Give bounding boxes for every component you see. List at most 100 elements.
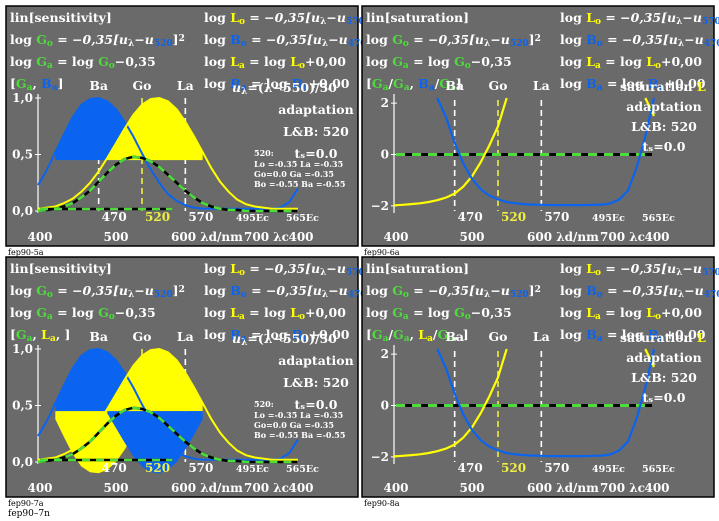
- y-tick-label: 0,0: [12, 455, 33, 469]
- formula-run: −u: [328, 283, 348, 298]
- formula-run: G: [392, 32, 403, 47]
- formula-run: o: [241, 290, 247, 300]
- marker-label-570: 570: [188, 461, 213, 475]
- formula-run: o: [595, 268, 601, 278]
- formula-run: = −0,35[u: [603, 32, 678, 47]
- formula-run: G: [36, 32, 47, 47]
- panel-caption: fep90-8a: [364, 499, 400, 508]
- formula-run: B: [230, 327, 241, 342]
- y-tick-label: 1,0: [12, 91, 33, 105]
- figure-id: fep90–7n: [8, 509, 50, 519]
- peak-label-go: Go: [488, 78, 507, 93]
- formula-run: =(λ−550)/50: [247, 80, 337, 95]
- formula-run: 520: [510, 39, 529, 49]
- formula-run: o: [595, 17, 601, 27]
- panel-1: fep90-5a 0,0 0,5 1,0 lin[sensitivity] log Go …: [5, 5, 379, 257]
- formula-run: L: [646, 305, 655, 320]
- formula-run: log: [10, 305, 36, 320]
- ec-label-565: 565Ec: [642, 464, 675, 475]
- right-formula-1: log Lo = −0,35[uλ−u570]2: [204, 10, 377, 27]
- formula-run: [: [10, 76, 16, 91]
- ec-label-565: 565Ec: [286, 213, 319, 224]
- formula-run: G: [454, 305, 465, 320]
- formula-run: = −0,35[u: [601, 10, 676, 25]
- formula-run: 520: [154, 290, 173, 300]
- formula-run: , ]: [56, 327, 71, 342]
- formula-run: a: [383, 83, 389, 93]
- formula-run: = log: [247, 327, 292, 342]
- adaptation-line-3: tₛ=0.0: [643, 139, 686, 154]
- formula-run: G: [393, 327, 404, 342]
- formula-run: /: [433, 327, 438, 342]
- formula-run: −0,35: [115, 54, 156, 69]
- formula-run: B: [586, 76, 597, 91]
- formula-run: = −0,35[u: [409, 32, 484, 47]
- adaptation-line-1: adaptation: [278, 102, 354, 117]
- formula-run: λ: [320, 17, 326, 27]
- saturation-label: saturation L: [620, 330, 706, 345]
- formula-run: log: [204, 283, 230, 298]
- panel-3: fep90-7a 0,0 0,5 1,0 lin[sensitivity] log Go …: [5, 256, 379, 508]
- formula-run: +0,00: [661, 54, 702, 69]
- formula-run: a: [595, 312, 601, 322]
- series-line-yellow: [393, 97, 655, 207]
- formula-run: log: [10, 54, 36, 69]
- left-formula-1: log Go = −0,35[uλ−u520]2: [366, 283, 541, 300]
- formula-run: a: [448, 334, 454, 344]
- x-label-4: 700 λc: [244, 481, 289, 495]
- peak-label-ba: Ba: [445, 78, 464, 93]
- formula-run: o: [47, 290, 53, 300]
- formula-run: o: [465, 312, 471, 322]
- x-label-5: 400: [644, 481, 669, 495]
- formula-run: G: [392, 305, 403, 320]
- u-formula: uλ=(λ−550)/50: [232, 80, 337, 97]
- formula-run: 520: [510, 290, 529, 300]
- left-formula-1: log Go = −0,35[uλ−u520]2: [10, 32, 185, 49]
- formula-run: B: [418, 76, 429, 91]
- formula-run: L: [230, 54, 239, 69]
- right-formula-3: log La = log Lo+0,00: [204, 54, 346, 71]
- formula-run: saturation: [620, 79, 697, 94]
- formula-run: log: [204, 32, 230, 47]
- formula-run: λ: [128, 39, 134, 49]
- formula-run: ,: [32, 76, 41, 91]
- formula-run: G: [36, 305, 47, 320]
- formula-run: = log: [245, 54, 290, 69]
- formula-run: B: [586, 327, 597, 342]
- panel-background: [361, 5, 715, 247]
- left-formula-3: [Ga/Ga, La/Ga, ]: [366, 327, 469, 344]
- right-formula-1: log Lo = −0,35[uλ−u570]2: [560, 10, 719, 27]
- formula-run: log: [10, 32, 36, 47]
- marker-label-520: 520: [145, 461, 170, 475]
- left-formula-3: [Ga, La, ]: [10, 327, 70, 344]
- formula-run: λ: [241, 87, 247, 97]
- formula-run: L: [586, 261, 595, 276]
- x-label-5: 400: [288, 481, 313, 495]
- series-line-yellow: [37, 347, 298, 461]
- formula-run: a: [241, 83, 247, 93]
- formula-run: B: [41, 76, 52, 91]
- formula-run: λ: [320, 268, 326, 278]
- x-label-5: 400: [644, 230, 669, 244]
- formula-run: +0,00: [665, 327, 706, 342]
- formula-run: = log: [409, 305, 454, 320]
- formula-run: o: [239, 268, 245, 278]
- formula-run: L: [697, 330, 706, 345]
- formula-run: o: [299, 61, 305, 71]
- formula-run: G: [36, 54, 47, 69]
- peak-label-ba: Ba: [445, 329, 464, 344]
- adaptation-line-1: adaptation: [278, 353, 354, 368]
- y-tick-label: 0,0: [12, 204, 33, 218]
- series-line-blue: [37, 96, 299, 210]
- formula-run: = −0,35[u: [247, 283, 322, 298]
- series-line-green: [37, 406, 298, 464]
- formula-run: = log: [601, 305, 646, 320]
- formula-run: λ: [676, 17, 682, 27]
- formula-run: = log: [245, 305, 290, 320]
- peak-label-go: Go: [132, 329, 151, 344]
- formula-run: ]: [456, 76, 462, 91]
- formula-run: [: [10, 327, 16, 342]
- peak-label-la: La: [177, 329, 194, 344]
- formula-run: /: [388, 327, 393, 342]
- formula-run: o: [303, 334, 309, 344]
